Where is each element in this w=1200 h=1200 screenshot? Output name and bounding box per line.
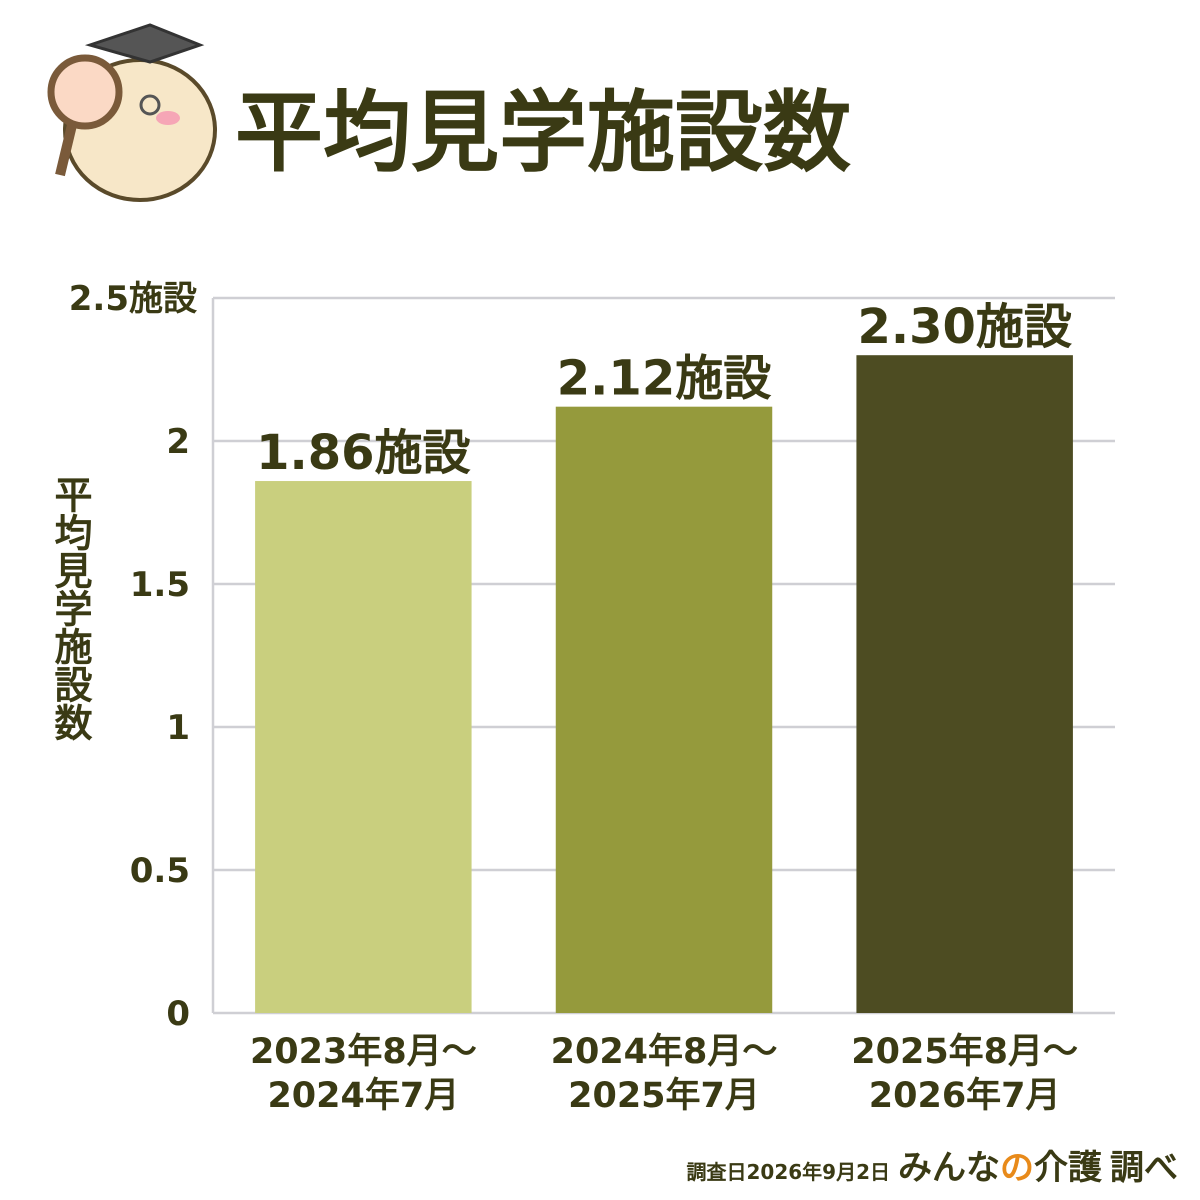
survey-date: 調査日2026年9月2日 [686,1160,891,1184]
chart-title: 平均見学施設数 [235,81,852,184]
y-tick-label: 1.5 [130,565,190,605]
value-label: 1.86施設 [256,425,471,481]
y-tick-label: 1 [166,708,190,748]
x-tick-label: 2025年8月～ 2026年7月 [851,1032,1079,1116]
brand: みんなの介護 [898,1140,1102,1189]
value-label: 2.12施設 [557,351,772,407]
y-tick-label: 2 [166,422,190,462]
y-tick-label: 0 [166,994,190,1034]
brand-part: の [1000,1148,1034,1188]
footer: 調査日2026年9月2日 みんなの介護 調べ [687,1140,1179,1189]
y-tick-label: 2.5施設 [69,279,198,319]
value-label: 2.30施設 [857,299,1072,355]
mascot [47,23,217,202]
brand-suffix: 調べ [1110,1148,1178,1188]
brand-part: みんな [898,1148,1000,1188]
bar [255,481,472,1013]
bar [555,406,773,1013]
y-tick-label: 0.5 [130,851,190,891]
y-axis-label: 平均見学施設数 [48,475,92,741]
brand-part: 介護 [1034,1148,1102,1188]
x-tick-label: 2024年8月～ 2025年7月 [550,1032,778,1116]
bar [856,355,1073,1013]
x-tick-label: 2023年8月～ 2024年7月 [249,1032,477,1116]
